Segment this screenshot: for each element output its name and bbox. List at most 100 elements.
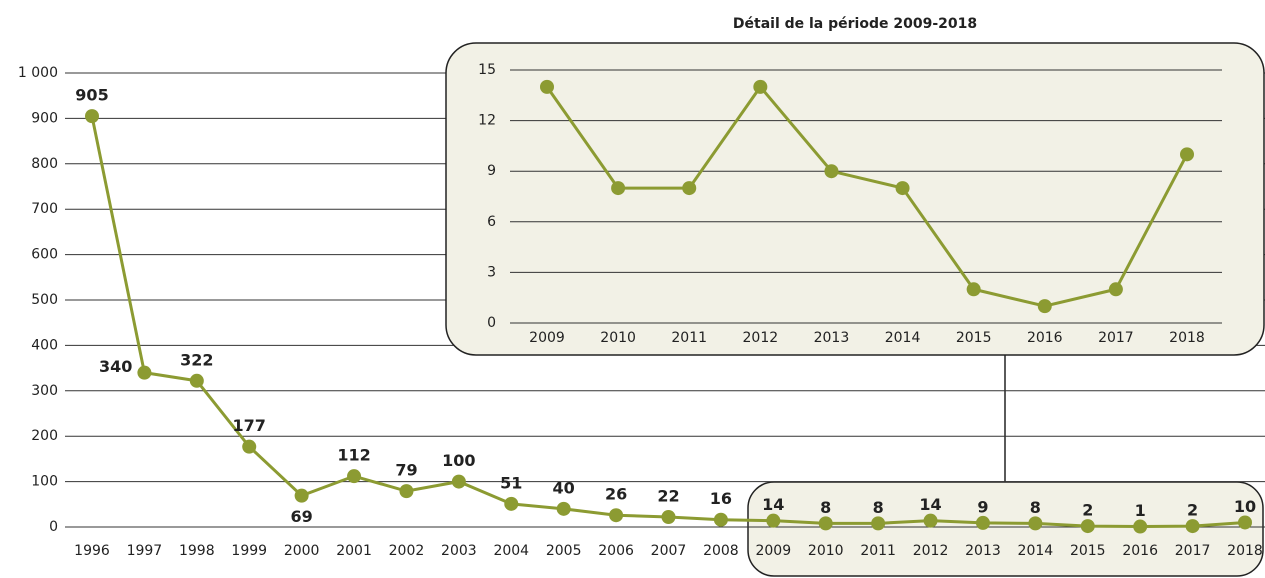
- x-tick-label: 2010: [808, 543, 844, 559]
- y-tick-label: 0: [49, 519, 58, 535]
- data-point: [85, 109, 99, 124]
- x-tick-label: 2017: [1098, 330, 1134, 346]
- x-tick-label: 1996: [74, 543, 110, 559]
- y-tick-label: 6: [487, 214, 496, 230]
- y-tick-label: 9: [487, 163, 496, 179]
- data-point: [766, 513, 781, 528]
- data-label: 16: [710, 489, 732, 508]
- x-tick-label: 2001: [336, 543, 372, 559]
- data-point: [504, 496, 519, 511]
- data-point: [1028, 516, 1043, 531]
- data-point: [1185, 519, 1200, 534]
- x-tick-label: 2010: [600, 330, 636, 346]
- x-tick-label: 2015: [956, 330, 992, 346]
- x-tick-label: 2012: [743, 330, 779, 346]
- data-line: [545, 84, 1189, 308]
- x-tick-label: 1999: [231, 543, 267, 559]
- x-tick-label: 1998: [179, 543, 215, 559]
- data-label: 40: [553, 478, 575, 497]
- y-tick-label: 3: [487, 264, 496, 280]
- data-point: [609, 508, 624, 523]
- data-point: [661, 510, 676, 525]
- data-label: 22: [657, 487, 679, 506]
- x-tick-label: 2004: [493, 543, 529, 559]
- data-label: 8: [1030, 498, 1041, 517]
- x-tick-label: 2012: [913, 543, 949, 559]
- x-tick-label: 2011: [671, 330, 707, 346]
- y-tick-label: 15: [478, 62, 496, 78]
- data-point: [242, 439, 257, 454]
- y-tick-label: 12: [478, 113, 496, 129]
- data-point: [451, 474, 466, 489]
- data-point: [137, 365, 152, 380]
- x-tick-label: 2011: [860, 543, 896, 559]
- data-point: [1180, 147, 1194, 162]
- data-point: [611, 181, 626, 196]
- y-tick-label: 100: [31, 474, 58, 490]
- x-tick-label: 2007: [651, 543, 687, 559]
- data-point: [682, 181, 697, 196]
- y-tick-label: 200: [31, 428, 58, 444]
- data-label: 340: [99, 357, 132, 376]
- data-point: [189, 373, 204, 388]
- x-tick-label: 2009: [755, 543, 791, 559]
- data-point: [294, 488, 309, 503]
- data-label: 2: [1082, 501, 1093, 520]
- data-point: [713, 512, 728, 527]
- x-tick-label: 2018: [1227, 543, 1263, 559]
- data-label: 69: [291, 507, 313, 526]
- inset-title: Détail de la période 2009-2018: [733, 16, 977, 32]
- data-point: [1037, 299, 1052, 314]
- data-label: 9: [977, 497, 988, 516]
- inset-box: [445, 42, 1265, 356]
- data-label: 10: [1234, 497, 1256, 516]
- data-point: [895, 181, 910, 196]
- data-label: 2: [1187, 501, 1198, 520]
- y-tick-label: 700: [31, 201, 58, 217]
- x-tick-label: 1997: [127, 543, 163, 559]
- data-point: [399, 484, 414, 499]
- x-tick-label: 2000: [284, 543, 320, 559]
- y-tick-label: 600: [31, 247, 58, 263]
- data-label: 14: [762, 495, 784, 514]
- data-point: [753, 79, 768, 94]
- data-point: [923, 513, 938, 528]
- y-tick-label: 1 000: [18, 65, 58, 81]
- x-tick-label: 2002: [389, 543, 425, 559]
- data-point: [966, 282, 981, 297]
- y-tick-label: 300: [31, 383, 58, 399]
- y-tick-label: 500: [31, 292, 58, 308]
- x-tick-label: 2015: [1070, 543, 1106, 559]
- x-tick-label: 2014: [885, 330, 921, 346]
- inset-chart: 0 3 6 9 12 15 2009 2010 2011 2012 2013 2014 2015 2016…: [478, 62, 1222, 346]
- x-tick-label: 2013: [965, 543, 1001, 559]
- data-point: [347, 469, 362, 484]
- x-tick-label: 2017: [1175, 543, 1211, 559]
- x-tick-label: 2003: [441, 543, 477, 559]
- data-label: 8: [873, 498, 884, 517]
- data-label: 79: [395, 461, 417, 480]
- data-label: 1: [1135, 501, 1146, 520]
- data-point: [1238, 515, 1252, 530]
- x-tick-label: 2006: [598, 543, 634, 559]
- data-point: [1108, 282, 1123, 297]
- data-label: 112: [337, 446, 370, 465]
- data-point: [540, 79, 554, 94]
- x-tick-label: 2013: [814, 330, 850, 346]
- x-tick-label: 2014: [1018, 543, 1054, 559]
- data-point: [818, 516, 833, 531]
- y-tick-label: 900: [31, 110, 58, 126]
- data-point: [556, 501, 571, 516]
- data-label: 100: [442, 451, 475, 470]
- x-tick-label: 2009: [529, 330, 565, 346]
- x-tick-label: 2005: [546, 543, 582, 559]
- data-label: 177: [233, 416, 266, 435]
- data-label: 905: [75, 86, 108, 105]
- data-label: 51: [500, 473, 522, 492]
- x-tick-label: 2018: [1169, 330, 1205, 346]
- y-tick-label: 0: [487, 315, 496, 331]
- data-point: [824, 164, 839, 179]
- x-tick-label: 2016: [1027, 330, 1063, 346]
